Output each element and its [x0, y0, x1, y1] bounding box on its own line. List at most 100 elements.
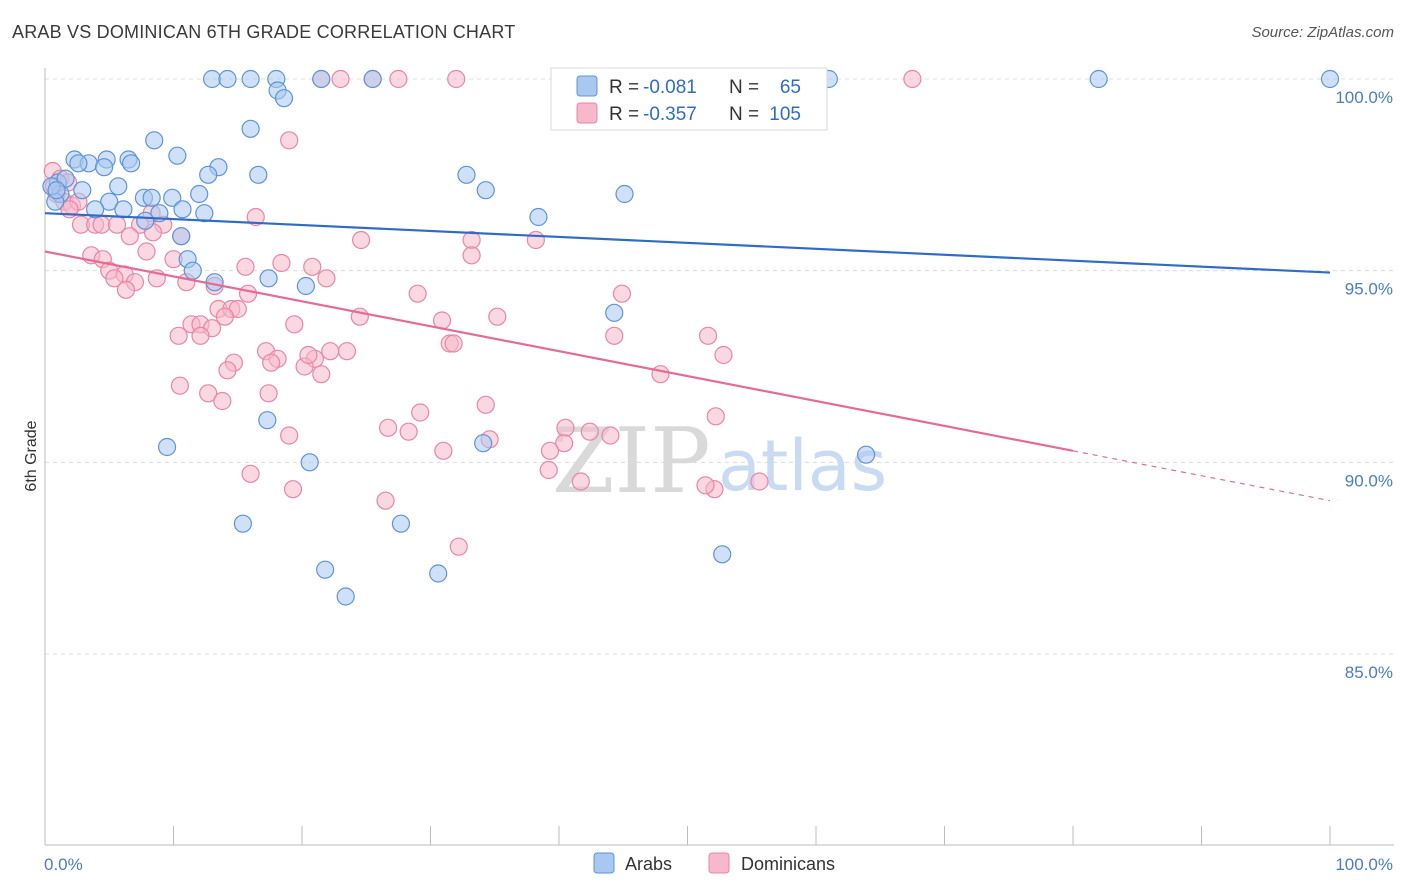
arabs-point	[259, 269, 278, 288]
dominicans-point	[120, 227, 139, 246]
arabs-point	[274, 89, 294, 108]
dominicans-point	[580, 422, 599, 441]
dominicans-point	[170, 376, 190, 395]
axes	[44, 68, 1394, 846]
arabs-point	[168, 146, 187, 165]
y-axis-title: 6th Grade	[23, 420, 40, 491]
series-legend-swatch-dominicans	[708, 852, 730, 874]
arabs-point	[474, 434, 493, 453]
dominicans-point	[317, 269, 336, 288]
dominicans-point	[449, 537, 468, 556]
chart-title: ARAB VS DOMINICAN 6TH GRADE CORRELATION …	[12, 22, 516, 42]
dominicans-point	[462, 246, 481, 265]
legend-n-label-arabs: N =	[729, 77, 759, 98]
arabs-point	[202, 69, 222, 89]
dominicans-point	[272, 253, 291, 273]
dominicans-point	[215, 307, 234, 326]
arabs-point	[109, 177, 128, 196]
dominicans-point	[376, 491, 395, 510]
y-tick-label: 85.0%	[1345, 663, 1393, 682]
arabs-point	[183, 261, 202, 280]
legend-r-value-arabs: -0.081	[643, 77, 697, 98]
dominicans-point	[238, 284, 258, 303]
dominicans-point	[714, 345, 733, 365]
dominicans-point	[191, 326, 210, 345]
arabs-point	[95, 158, 114, 177]
arabs-point	[86, 200, 105, 219]
arabs-point	[190, 184, 209, 204]
dominicans-point	[283, 480, 303, 499]
series-legend-label-arabs: Arabs	[625, 854, 672, 874]
dominicans-point	[539, 460, 558, 480]
correlation-legend: R = -0.081 N = 65 R = -0.357 N = 105	[550, 67, 828, 131]
dominicans-point	[706, 407, 725, 426]
dominicans-point	[105, 269, 124, 288]
arabs-point	[529, 207, 548, 227]
dominicans-point	[246, 207, 265, 227]
dominicans-point	[337, 342, 357, 361]
dominicans-point	[526, 230, 545, 250]
dominicans-point	[555, 434, 574, 453]
dominicans-point	[280, 131, 299, 150]
chart-source: Source: ZipAtlas.com	[1251, 24, 1394, 41]
dominicans-point	[389, 69, 408, 89]
dominicans-point	[612, 284, 632, 303]
legend-r-label-dominicans: R =	[609, 104, 639, 125]
dominicans-trend-extension	[1072, 450, 1331, 502]
arabs-point	[605, 303, 624, 322]
arabs-point	[1089, 69, 1108, 89]
arabs-point	[1320, 69, 1340, 89]
trend-lines	[44, 212, 1331, 502]
arabs-point	[296, 276, 315, 296]
dominicans-point	[280, 426, 299, 445]
dominicans-point	[903, 69, 922, 89]
arabs-point	[300, 453, 319, 472]
x-tick-labels: 0.0% 100.0%	[44, 855, 1393, 874]
arabs-point	[218, 69, 237, 89]
dominicans-point	[488, 307, 507, 326]
watermark-atlas: atlas	[718, 425, 887, 507]
legend-n-label-dominicans: N =	[729, 104, 759, 125]
dominicans-point	[601, 426, 620, 445]
x-tick-label: 100.0%	[1335, 855, 1393, 874]
dominicans-point	[299, 345, 318, 365]
legend-n-value-dominicans: 105	[769, 104, 801, 125]
dominicans-point	[312, 365, 331, 384]
dominicans-point	[378, 418, 398, 437]
series-legend: Arabs Dominicans	[593, 852, 835, 874]
watermark: ZIP atlas	[552, 409, 887, 514]
dominicans-point	[169, 326, 188, 345]
dominicans-point	[408, 284, 427, 303]
x-tick-label: 0.0%	[44, 855, 83, 874]
x-ticks	[44, 826, 1331, 845]
dominicans-point	[236, 257, 255, 276]
arabs-point	[249, 165, 268, 184]
arabs-point	[195, 204, 214, 223]
arabs-point	[457, 165, 476, 184]
y-tick-label: 100.0%	[1335, 88, 1393, 107]
series-legend-swatch-arabs	[593, 852, 615, 874]
dominicans-point	[92, 215, 111, 234]
dominicans-point	[434, 441, 453, 460]
dominicans-point	[540, 441, 560, 460]
arabs-point	[857, 445, 876, 464]
scatter-points	[42, 69, 1340, 606]
arabs-point	[114, 200, 133, 219]
dominicans-point	[199, 384, 218, 403]
arabs-point	[121, 154, 141, 173]
arabs-point	[429, 564, 448, 583]
dominicans-point	[698, 326, 718, 345]
dominicans-point	[321, 342, 340, 361]
legend-r-value-dominicans: -0.357	[643, 104, 697, 125]
y-tick-label: 95.0%	[1345, 280, 1393, 299]
arabs-point	[100, 192, 119, 211]
arabs-point	[172, 227, 191, 246]
legend-swatch-arabs	[576, 75, 598, 97]
y-tick-labels: 100.0% 95.0% 90.0% 85.0%	[1335, 88, 1393, 682]
arabs-point	[713, 545, 732, 564]
dominicans-point	[285, 315, 304, 334]
dominicans-point	[447, 69, 466, 89]
dominicans-trend-line	[44, 250, 1074, 452]
arabs-point	[73, 181, 92, 200]
